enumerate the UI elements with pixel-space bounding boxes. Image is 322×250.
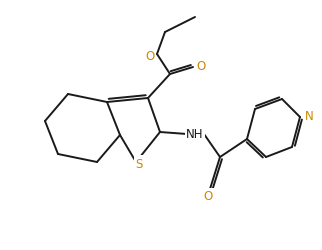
Text: O: O: [145, 50, 155, 63]
Text: O: O: [204, 190, 213, 203]
Text: S: S: [135, 157, 143, 170]
Text: O: O: [196, 59, 206, 72]
Text: NH: NH: [186, 128, 204, 141]
Text: N: N: [305, 110, 313, 123]
